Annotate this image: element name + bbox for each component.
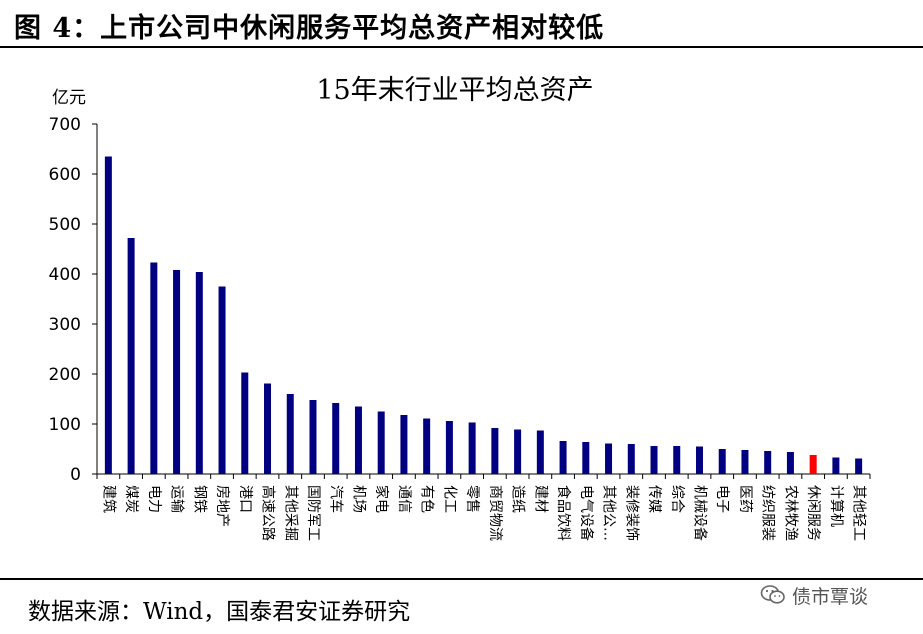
bar (718, 449, 726, 474)
y-tick-label: 600 (49, 165, 81, 185)
category-label: 传媒 (646, 485, 662, 513)
top-rule (0, 46, 923, 48)
category-label: 其他轻工 (851, 485, 867, 541)
category-label: 电气设备 (578, 485, 595, 541)
y-axis: 0 100 200 300 400 500 600 700 (49, 115, 98, 485)
bar (173, 270, 181, 474)
bar (400, 415, 408, 474)
category-label: 汽车 (328, 485, 345, 513)
bars (104, 156, 863, 474)
category-label: 家电 (373, 485, 390, 513)
bar (832, 457, 840, 474)
bar (855, 458, 863, 474)
bar (695, 446, 703, 474)
y-tick-label: 400 (49, 265, 81, 285)
category-label: 钢铁 (191, 485, 207, 513)
bar (150, 262, 158, 474)
bar (127, 238, 135, 474)
watermark: 债市覃谈 (760, 582, 868, 608)
bar (309, 400, 317, 474)
source-note: 数据来源：Wind，国泰君安证券研究 (28, 599, 411, 625)
category-label: 房地产 (214, 485, 230, 527)
y-tick-label: 0 (70, 465, 81, 485)
category-label: 其他公… (601, 485, 617, 541)
category-label: 通信 (396, 485, 412, 513)
category-label: 商贸物流 (487, 485, 503, 541)
bar (582, 442, 590, 474)
category-label: 休闲服务 (805, 485, 821, 541)
bottom-rule (0, 578, 923, 580)
bar (673, 446, 681, 474)
bar (491, 428, 499, 474)
wechat-icon (760, 584, 786, 606)
category-label: 零售 (464, 485, 480, 513)
bar (264, 383, 272, 474)
category-label: 建材 (532, 485, 548, 513)
watermark-text: 债市覃谈 (792, 585, 869, 608)
y-axis-unit: 亿元 (52, 88, 86, 108)
bar (332, 403, 340, 474)
y-tick-label: 300 (49, 315, 81, 335)
bar (559, 441, 567, 474)
category-label: 机场 (350, 485, 366, 513)
y-tick-label: 200 (49, 365, 81, 385)
category-label: 化工 (441, 485, 457, 513)
bar (445, 421, 453, 474)
category-label: 电力 (146, 485, 162, 513)
bar (650, 446, 658, 474)
y-tick-label: 700 (49, 115, 81, 135)
category-label: 造纸 (510, 485, 526, 513)
bar (286, 394, 294, 474)
bar (605, 443, 613, 474)
chart-title: 15年末行业平均总资产 (316, 75, 593, 106)
category-label: 装修装饰 (623, 485, 639, 541)
bar (468, 422, 476, 474)
category-label: 电子 (714, 485, 730, 513)
category-label: 有色 (419, 485, 436, 513)
bar (627, 444, 635, 474)
category-label: 综合 (669, 485, 685, 513)
bar-chart: 15年末行业平均总资产 亿元 0 100 200 300 400 500 600 700 建筑… (49, 75, 871, 541)
bar (741, 450, 749, 474)
bar (514, 429, 522, 474)
bar (764, 451, 772, 474)
category-label: 计算机 (828, 485, 844, 527)
bar (809, 455, 817, 474)
bar (195, 272, 203, 474)
category-label: 纺织服装 (760, 485, 776, 541)
bar (354, 406, 362, 474)
category-label: 高速公路 (260, 485, 277, 541)
bar (536, 430, 544, 474)
category-label: 其他采掘 (282, 485, 298, 541)
bar (786, 452, 794, 474)
bar (423, 418, 431, 474)
bar (241, 372, 249, 474)
category-label: 港口 (237, 485, 253, 513)
category-label: 运输 (169, 485, 185, 513)
x-axis (96, 473, 871, 479)
y-tick-label: 100 (49, 415, 81, 435)
figure-title: 图 4：上市公司中休闲服务平均总资产相对较低 (14, 13, 605, 44)
bar (104, 156, 112, 474)
category-label: 食品饮料 (555, 485, 572, 541)
category-label: 建筑 (100, 485, 116, 513)
category-label: 医药 (737, 485, 753, 513)
category-label: 机械设备 (691, 485, 708, 541)
bar (377, 411, 385, 474)
category-labels: 建筑 煤炭 电力 运输 钢铁 房地产 港口 高速公路 其他采掘 国防军工 汽车 机场 家电 通信 有色 化工零… (100, 485, 866, 541)
category-label: 国防军工 (305, 485, 321, 541)
bar (218, 286, 226, 474)
category-label: 煤炭 (123, 485, 139, 513)
y-tick-label: 500 (49, 215, 81, 235)
category-label: 农林牧渔 (782, 485, 798, 541)
